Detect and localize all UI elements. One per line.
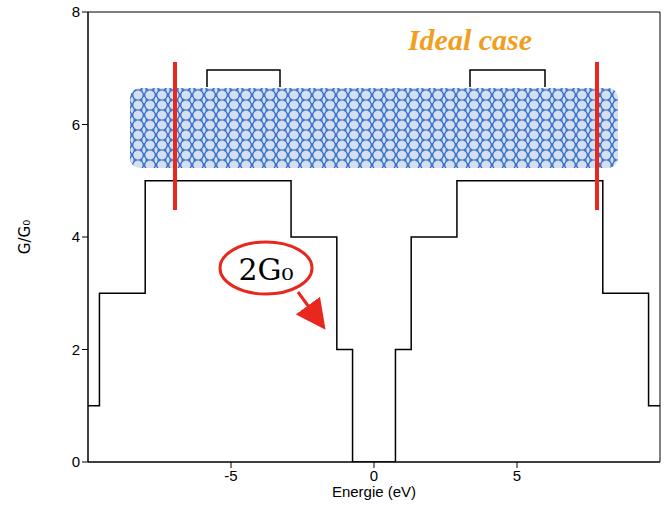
svg-text:0: 0 bbox=[370, 467, 378, 484]
svg-text:8: 8 bbox=[72, 3, 80, 20]
svg-text:G/G₀: G/G₀ bbox=[16, 220, 34, 254]
svg-text:2: 2 bbox=[72, 341, 80, 358]
svg-text:4: 4 bbox=[72, 228, 80, 245]
svg-text:-5: -5 bbox=[224, 467, 237, 484]
svg-text:5: 5 bbox=[513, 467, 521, 484]
svg-text:0: 0 bbox=[72, 453, 80, 470]
svg-text:Energie (eV): Energie (eV) bbox=[332, 483, 416, 500]
svg-text:2G₀: 2G₀ bbox=[238, 252, 293, 287]
svg-text:Ideal case: Ideal case bbox=[407, 23, 532, 56]
svg-text:6: 6 bbox=[72, 116, 80, 133]
